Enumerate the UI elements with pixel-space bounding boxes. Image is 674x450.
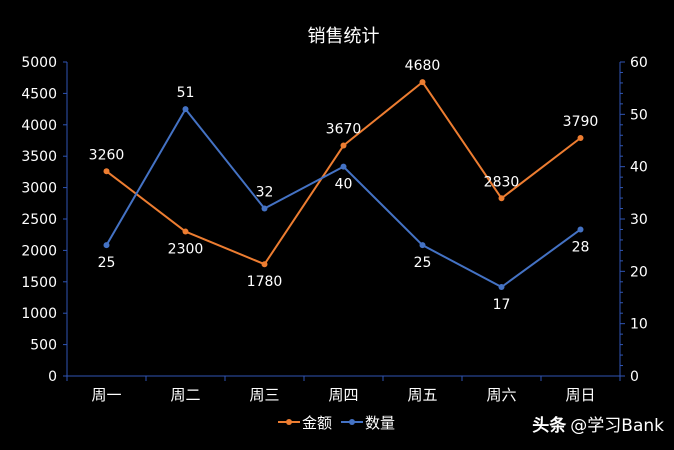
data-label-0: 3790	[563, 114, 599, 130]
left-tick-label: 500	[30, 338, 57, 354]
x-tick-label: 周一	[91, 386, 121, 404]
right-tick-label: 10	[630, 317, 648, 333]
data-label-1: 25	[414, 255, 432, 271]
left-tick-label: 2500	[21, 212, 57, 228]
legend-label-1: 数量	[365, 414, 395, 432]
data-point-0	[103, 168, 110, 175]
x-tick-label: 周三	[249, 386, 279, 404]
left-tick-label: 0	[48, 369, 57, 385]
data-label-1: 51	[177, 85, 195, 101]
data-point-0	[340, 142, 347, 149]
legend-marker-1	[349, 419, 355, 425]
data-point-0	[419, 79, 426, 86]
data-label-1: 32	[256, 185, 274, 201]
right-tick-label: 60	[630, 55, 648, 71]
left-tick-label: 5000	[21, 55, 57, 71]
data-point-1	[103, 242, 110, 249]
data-label-1: 40	[335, 177, 353, 193]
right-tick-label: 30	[630, 212, 648, 228]
chart-title: 销售统计	[308, 26, 380, 47]
right-tick-label: 50	[630, 107, 648, 123]
data-point-0	[577, 134, 584, 141]
left-tick-label: 4500	[21, 86, 57, 102]
left-tick-label: 3000	[21, 181, 57, 197]
left-tick-label: 2000	[21, 243, 57, 259]
watermark-brand: 头条	[532, 416, 567, 436]
data-point-0	[261, 261, 268, 268]
data-point-0	[498, 195, 505, 202]
data-label-0: 1780	[247, 274, 283, 290]
legend-marker-0	[286, 419, 292, 425]
data-label-0: 2830	[484, 174, 520, 190]
data-point-0	[182, 228, 189, 235]
x-tick-label: 周四	[328, 386, 358, 404]
data-label-1: 17	[493, 297, 511, 313]
left-tick-label: 1000	[21, 306, 57, 322]
right-tick-label: 40	[630, 160, 648, 176]
left-tick-label: 1500	[21, 275, 57, 291]
watermark: 头条 @学习Bank	[532, 411, 664, 436]
x-tick-label: 周日	[565, 386, 595, 404]
data-label-0: 4680	[405, 58, 441, 74]
data-point-1	[419, 242, 426, 249]
data-point-1	[577, 226, 584, 233]
x-tick-label: 周二	[170, 386, 200, 404]
left-tick-label: 4000	[21, 118, 57, 134]
data-label-0: 2300	[168, 242, 204, 258]
right-tick-label: 0	[630, 369, 639, 385]
right-tick-label: 20	[630, 264, 648, 280]
watermark-handle: @学习Bank	[570, 416, 664, 436]
data-point-1	[261, 205, 268, 212]
data-point-1	[182, 106, 189, 113]
x-tick-label: 周六	[486, 386, 516, 404]
data-point-1	[340, 163, 347, 170]
data-label-1: 28	[572, 239, 590, 255]
x-tick-label: 周五	[407, 386, 437, 404]
series-line-0	[105, 81, 582, 266]
data-label-0: 3670	[326, 122, 362, 138]
left-tick-label: 3500	[21, 149, 57, 165]
legend-label-0: 金额	[302, 414, 332, 432]
data-label-0: 3260	[89, 147, 125, 163]
data-label-1: 25	[98, 255, 116, 271]
data-point-1	[498, 284, 505, 291]
